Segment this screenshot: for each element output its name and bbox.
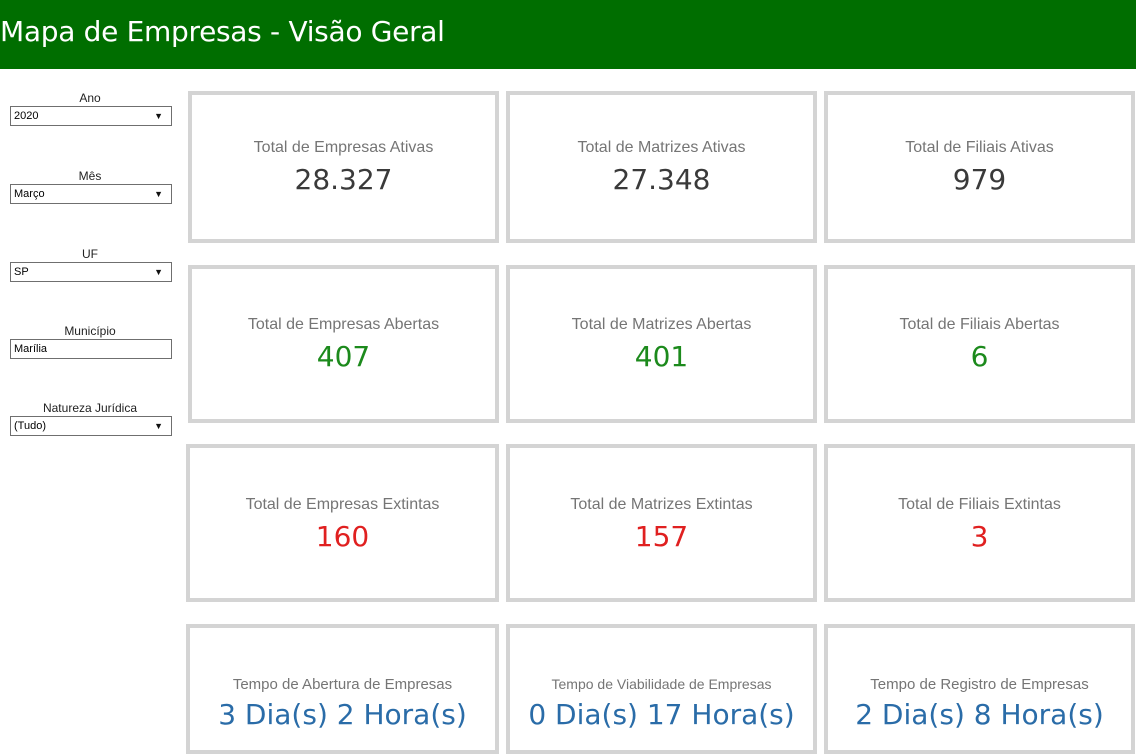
card-filiais-ativas[interactable]: Total de Filiais Ativas 979	[824, 91, 1135, 243]
natureza-dropdown-value: (Tudo)	[14, 420, 46, 432]
filter-municipio: Município Marília	[10, 323, 172, 359]
chevron-down-icon: ▼	[154, 421, 163, 431]
ano-dropdown-value: 2020	[14, 110, 39, 122]
card-value: 6	[970, 340, 989, 373]
card-label: Total de Matrizes Abertas	[571, 316, 752, 333]
municipio-input[interactable]: Marília	[10, 339, 172, 359]
header-bar: Mapa de Empresas - Visão Geral	[0, 0, 1136, 69]
card-matrizes-extintas[interactable]: Total de Matrizes Extintas 157	[506, 444, 817, 602]
card-label: Tempo de Viabilidade de Empresas	[551, 676, 772, 692]
card-value: 401	[634, 340, 689, 373]
uf-dropdown-value: SP	[14, 266, 29, 278]
card-value: 28.327	[294, 163, 393, 196]
card-tempo-viabilidade[interactable]: Tempo de Viabilidade de Empresas 0 Dia(s…	[506, 624, 817, 754]
filter-mes-label: Mês	[78, 169, 102, 183]
card-label: Total de Filiais Extintas	[898, 496, 1061, 513]
mes-dropdown[interactable]: Março ▼	[10, 184, 172, 204]
card-label: Total de Empresas Abertas	[247, 316, 440, 333]
card-value: 0 Dia(s) 17 Hora(s)	[528, 698, 795, 731]
card-value: 3 Dia(s) 2 Hora(s)	[218, 698, 467, 731]
card-value: 979	[952, 163, 1007, 196]
card-label: Tempo de Registro de Empresas	[870, 676, 1089, 693]
card-value: 2 Dia(s) 8 Hora(s)	[855, 698, 1104, 731]
page-title: Mapa de Empresas - Visão Geral	[0, 15, 445, 48]
card-value: 3	[970, 520, 989, 553]
filter-mes: Mês Março ▼	[10, 168, 172, 204]
natureza-dropdown[interactable]: (Tudo) ▼	[10, 416, 172, 436]
uf-dropdown[interactable]: SP ▼	[10, 262, 172, 282]
card-value: 27.348	[612, 163, 711, 196]
card-matrizes-abertas[interactable]: Total de Matrizes Abertas 401	[506, 265, 817, 423]
card-empresas-abertas[interactable]: Total de Empresas Abertas 407	[188, 265, 499, 423]
card-empresas-ativas[interactable]: Total de Empresas Ativas 28.327	[188, 91, 499, 243]
card-label: Total de Empresas Ativas	[253, 139, 434, 156]
card-label: Total de Matrizes Extintas	[570, 496, 753, 513]
filter-ano-label: Ano	[79, 91, 101, 105]
card-label: Total de Filiais Abertas	[899, 316, 1060, 333]
card-value: 157	[634, 520, 689, 553]
municipio-input-value: Marília	[14, 343, 48, 355]
card-label: Total de Filiais Ativas	[905, 139, 1054, 156]
filter-ano: Ano 2020 ▼	[10, 90, 172, 126]
card-tempo-abertura[interactable]: Tempo de Abertura de Empresas 3 Dia(s) 2…	[186, 624, 499, 754]
chevron-down-icon: ▼	[154, 189, 163, 199]
filter-natureza-juridica: Natureza Jurídica (Tudo) ▼	[10, 400, 172, 436]
card-filiais-abertas[interactable]: Total de Filiais Abertas 6	[824, 265, 1135, 423]
card-label: Total de Empresas Extintas	[245, 496, 440, 513]
ano-dropdown[interactable]: 2020 ▼	[10, 106, 172, 126]
filter-uf: UF SP ▼	[10, 246, 172, 282]
card-filiais-extintas[interactable]: Total de Filiais Extintas 3	[824, 444, 1135, 602]
card-label: Total de Matrizes Ativas	[577, 139, 746, 156]
filter-uf-label: UF	[82, 247, 98, 261]
filter-municipio-label: Município	[64, 324, 116, 338]
card-label: Tempo de Abertura de Empresas	[232, 676, 453, 693]
card-tempo-registro[interactable]: Tempo de Registro de Empresas 2 Dia(s) 8…	[824, 624, 1135, 754]
card-value: 160	[315, 520, 370, 553]
mes-dropdown-value: Março	[14, 188, 45, 200]
chevron-down-icon: ▼	[154, 267, 163, 277]
card-value: 407	[316, 340, 371, 373]
filter-natureza-label: Natureza Jurídica	[42, 401, 138, 415]
card-matrizes-ativas[interactable]: Total de Matrizes Ativas 27.348	[506, 91, 817, 243]
card-empresas-extintas[interactable]: Total de Empresas Extintas 160	[186, 444, 499, 602]
chevron-down-icon: ▼	[154, 111, 163, 121]
